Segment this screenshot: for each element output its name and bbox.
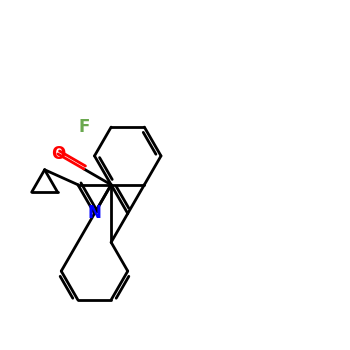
Text: F: F — [79, 118, 90, 136]
Text: O: O — [51, 145, 65, 163]
Text: N: N — [88, 204, 102, 223]
